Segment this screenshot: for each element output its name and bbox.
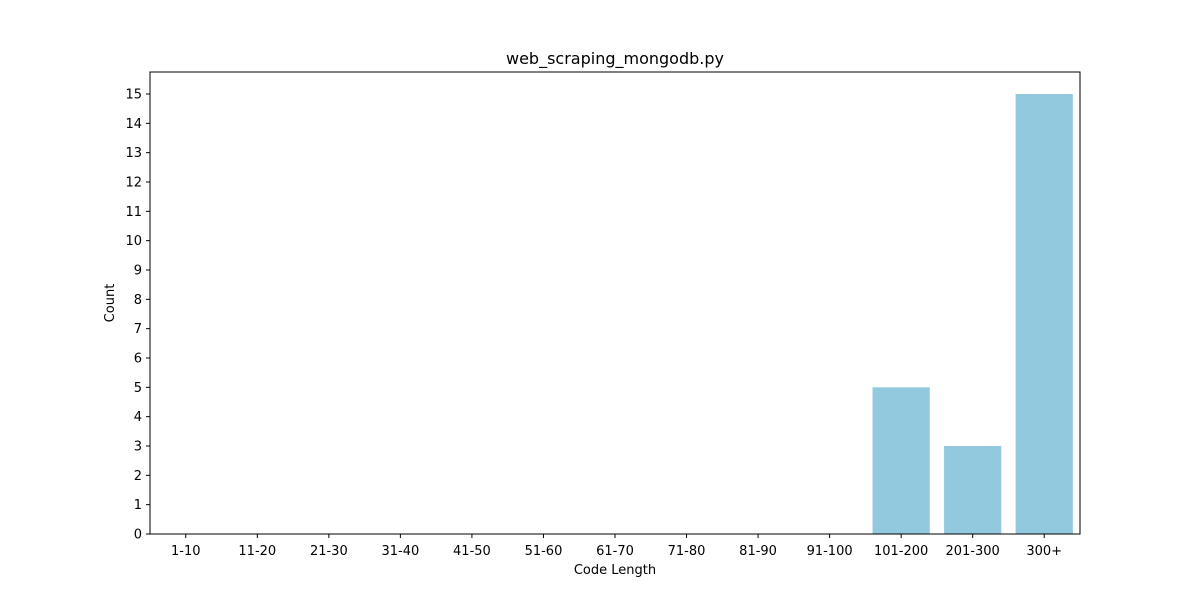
x-tick-label: 201-300 <box>946 544 1000 559</box>
bar-300+ <box>1015 94 1073 534</box>
y-tick-label: 12 <box>125 176 142 191</box>
chart-title: web_scraping_mongodb.py <box>506 49 724 69</box>
y-tick-label: 15 <box>125 88 142 103</box>
y-tick-label: 3 <box>134 440 142 455</box>
x-tick-label: 21-30 <box>310 544 348 559</box>
x-tick-label: 91-100 <box>807 544 853 559</box>
x-tick-label: 81-90 <box>739 544 777 559</box>
x-tick-label: 1-10 <box>171 544 201 559</box>
x-tick-label: 101-200 <box>874 544 928 559</box>
x-tick-label: 31-40 <box>381 544 419 559</box>
x-axis: 1-10 11-20 21-30 31-40 41-50 51-60 61-70 71-80 8… <box>171 534 1062 559</box>
y-tick-label: 5 <box>134 381 142 396</box>
x-tick-label: 51-60 <box>525 544 563 559</box>
x-tick-label: 41-50 <box>453 544 491 559</box>
bar-101-200 <box>872 387 930 534</box>
y-tick-label: 11 <box>125 205 142 220</box>
y-tick-label: 4 <box>134 410 142 425</box>
y-tick-label: 13 <box>125 146 142 161</box>
y-tick-label: 8 <box>134 293 142 308</box>
x-tick-label: 300+ <box>1026 544 1062 559</box>
bars <box>872 94 1073 534</box>
y-tick-label: 0 <box>134 528 142 543</box>
x-tick-label: 71-80 <box>668 544 706 559</box>
y-tick-label: 1 <box>134 498 142 513</box>
y-tick-label: 14 <box>125 117 142 132</box>
bar-201-300 <box>944 446 1002 534</box>
plot-frame <box>149 71 1081 535</box>
x-tick-label: 11-20 <box>238 544 276 559</box>
y-axis-label: Count <box>103 284 118 323</box>
y-tick-label: 2 <box>134 469 142 484</box>
y-tick-label: 7 <box>134 322 142 337</box>
x-tick-label: 61-70 <box>596 544 634 559</box>
y-tick-label: 10 <box>125 234 142 249</box>
y-tick-label: 9 <box>134 264 142 279</box>
y-tick-label: 6 <box>134 352 142 367</box>
x-axis-label: Code Length <box>574 563 656 578</box>
